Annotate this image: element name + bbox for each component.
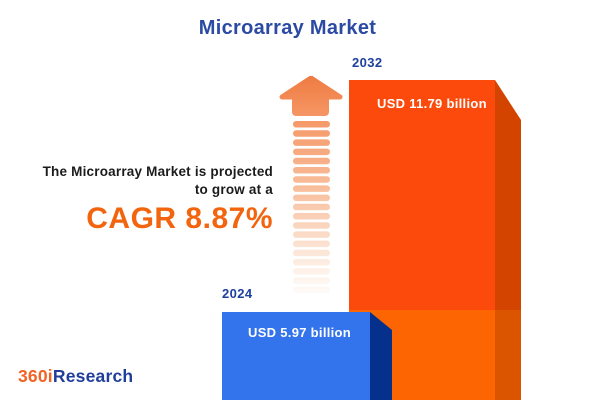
brand-logo: 360iResearch: [18, 366, 133, 387]
bar-2024-value-label: USD 5.97 billion: [248, 325, 352, 340]
bar-2024-side: [370, 312, 392, 400]
bar-2032-face-upper: [349, 80, 495, 310]
bar-2024-face: [222, 312, 370, 400]
annotation-line-2: to grow at a: [194, 182, 273, 197]
brand-logo-suffix: Research: [52, 366, 134, 386]
cagr-value: CAGR 8.87%: [86, 202, 273, 235]
arrow-stripes: [293, 121, 330, 294]
arrow-neck: [292, 92, 329, 116]
bar-2024-year-label: 2024: [222, 286, 253, 301]
page-title: Microarray Market: [198, 17, 377, 39]
bar-2032-value-label: USD 11.79 billion: [377, 96, 487, 111]
bar-2032-side-upper: [495, 80, 521, 310]
annotation-line-1: The Microarray Market is projected: [42, 164, 273, 179]
bar-2032-side-lower: [495, 310, 521, 400]
growth-annotation: The Microarray Market is projected to gr…: [43, 163, 273, 236]
growth-arrow-icon: [279, 76, 343, 294]
bar-2032-year-label: 2032: [352, 55, 383, 70]
brand-logo-prefix: 360i: [18, 366, 53, 386]
